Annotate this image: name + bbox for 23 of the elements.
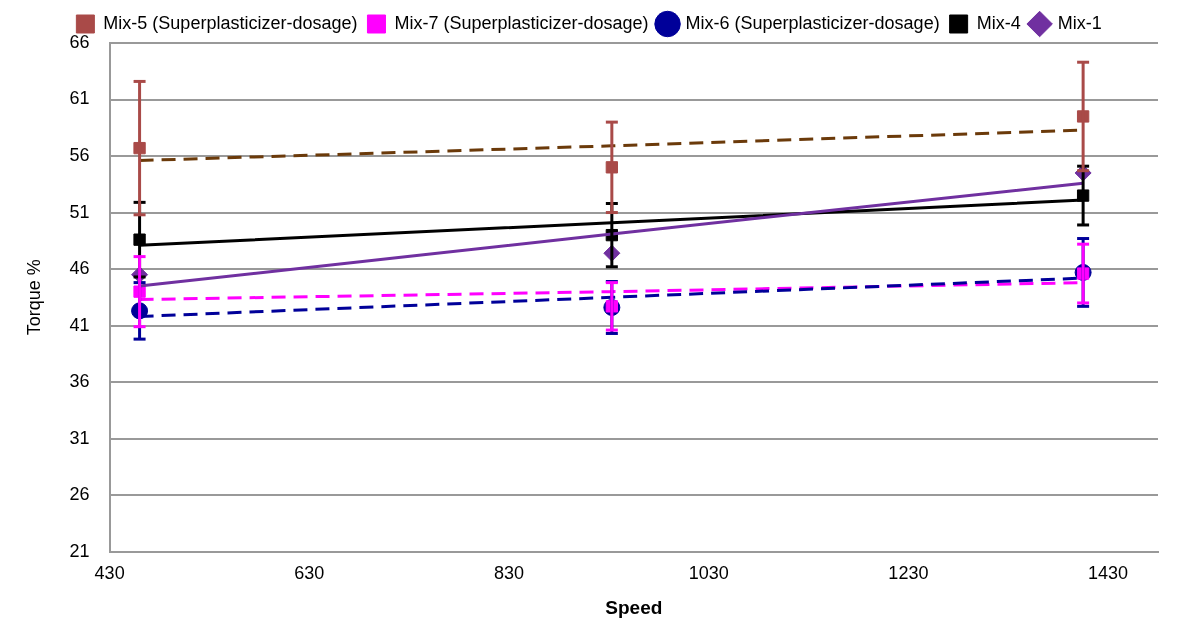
y-tick-label: 46 <box>69 258 90 279</box>
legend-label: Mix-6 (Superplasticizer-dosage) <box>685 12 940 33</box>
x-axis-title: Speed <box>605 596 663 618</box>
y-tick-label: 36 <box>69 371 90 392</box>
legend-label: Mix-4 <box>976 12 1021 33</box>
legend-label: Mix-1 <box>1057 12 1102 33</box>
x-tick-label: 1430 <box>1088 563 1129 584</box>
x-tick-label: 1030 <box>688 563 729 584</box>
y-tick-label: 26 <box>69 484 90 505</box>
legend-label: Mix-7 (Superplasticizer-dosage) <box>394 12 649 33</box>
y-axis-title: Torque % <box>23 259 44 336</box>
x-tick-label: 630 <box>294 563 325 584</box>
legend-label: Mix-5 (Superplasticizer-dosage) <box>103 12 358 33</box>
x-tick-label: 430 <box>94 563 125 584</box>
x-tick-label: 1230 <box>888 563 929 584</box>
y-tick-label: 56 <box>69 144 90 165</box>
y-tick-label: 61 <box>69 88 90 109</box>
y-tick-label: 51 <box>69 201 90 222</box>
y-tick-label: 21 <box>69 540 90 561</box>
x-tick-label: 830 <box>493 563 525 584</box>
y-tick-label: 31 <box>69 427 90 448</box>
y-tick-label: 41 <box>69 314 90 335</box>
y-tick-label: 66 <box>69 31 90 52</box>
